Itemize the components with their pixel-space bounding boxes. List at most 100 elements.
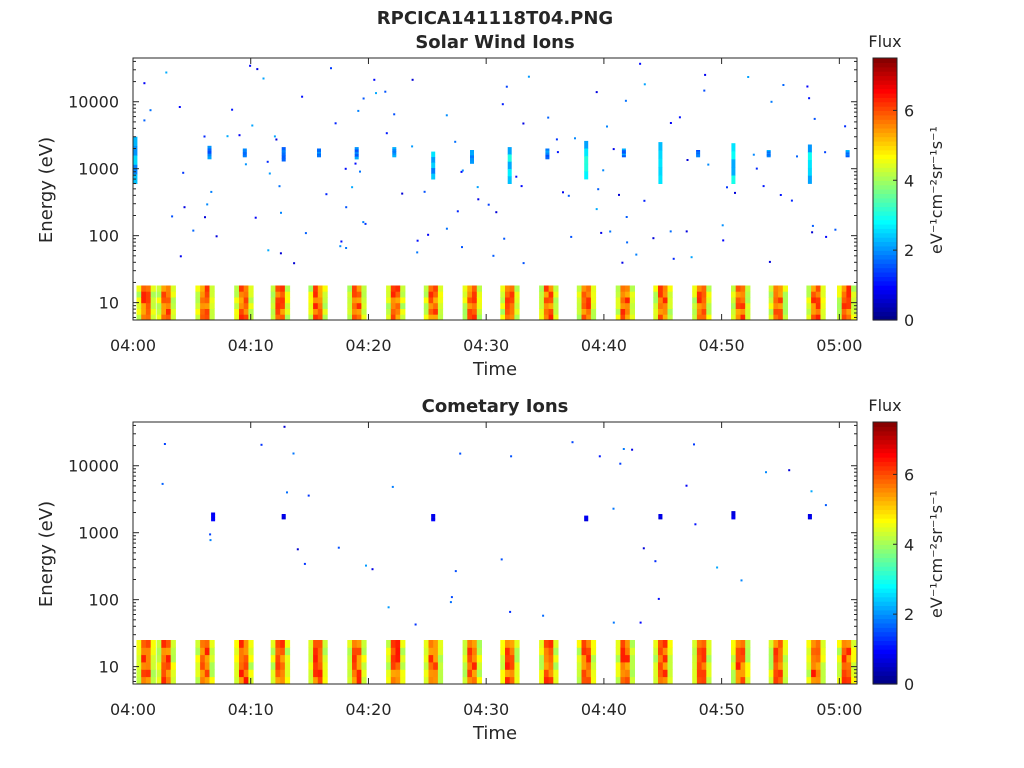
flux-cell bbox=[239, 669, 245, 678]
flux-point bbox=[256, 68, 259, 71]
flux-cell bbox=[806, 297, 812, 304]
flux-cell bbox=[150, 314, 156, 321]
flux-cell bbox=[778, 647, 784, 656]
flux-point bbox=[752, 153, 755, 156]
flux-cell bbox=[658, 314, 664, 321]
colorbar-segment bbox=[873, 206, 897, 212]
colorbar-segment bbox=[873, 583, 897, 589]
flux-point bbox=[476, 186, 479, 189]
flux-point bbox=[509, 610, 512, 613]
flux-cell bbox=[696, 647, 703, 656]
colorbar-segment bbox=[873, 574, 897, 580]
flux-point bbox=[279, 252, 282, 255]
flux-cell bbox=[553, 654, 559, 663]
flux-point bbox=[460, 170, 463, 173]
flux-cell bbox=[543, 662, 550, 670]
flux-cell bbox=[692, 302, 698, 309]
flux-cell bbox=[841, 302, 847, 309]
flux-cell bbox=[395, 297, 401, 304]
flux-cell bbox=[150, 297, 156, 304]
flux-cell bbox=[423, 647, 429, 656]
flux-cell bbox=[740, 654, 746, 663]
flux-cell bbox=[275, 640, 281, 648]
flux-cell bbox=[514, 285, 520, 292]
colorbar-tick-label: 2 bbox=[904, 605, 914, 624]
flux-point bbox=[280, 211, 282, 214]
flux-cell bbox=[437, 314, 444, 321]
flux-cell bbox=[280, 676, 286, 685]
flux-cell bbox=[280, 662, 286, 670]
flux-cell bbox=[514, 647, 520, 656]
flux-point bbox=[669, 230, 672, 233]
flux-cell bbox=[851, 291, 857, 298]
flux-point bbox=[598, 455, 601, 458]
flux-cell bbox=[590, 308, 597, 315]
flux-cell bbox=[590, 654, 597, 663]
colorbar-segment bbox=[873, 679, 897, 685]
flux-cell bbox=[433, 297, 439, 304]
flux-cell bbox=[620, 302, 626, 309]
x-tick-label: 04:10 bbox=[228, 700, 274, 719]
flux-cell bbox=[423, 302, 429, 309]
flux-cell bbox=[270, 647, 276, 656]
flux-cell bbox=[156, 297, 162, 304]
flux-burst bbox=[354, 149, 359, 153]
colorbar-segment bbox=[873, 127, 897, 133]
flux-point bbox=[686, 159, 689, 161]
colorbar-segment bbox=[873, 210, 897, 216]
flux-point bbox=[643, 199, 646, 202]
flux-cell bbox=[275, 669, 281, 678]
flux-cell bbox=[200, 297, 206, 304]
flux-cell bbox=[156, 676, 162, 685]
flux-point bbox=[209, 533, 212, 536]
x-tick-label: 04:40 bbox=[581, 336, 627, 355]
flux-point bbox=[209, 539, 212, 542]
flux-cell bbox=[815, 302, 821, 309]
flux-cell bbox=[275, 662, 281, 670]
flux-cell bbox=[234, 297, 240, 304]
flux-point bbox=[811, 224, 814, 227]
flux-cell bbox=[514, 676, 520, 685]
flux-cell bbox=[581, 640, 587, 648]
flux-cell bbox=[820, 662, 826, 670]
colorbar-segment bbox=[873, 293, 897, 299]
flux-cell bbox=[209, 308, 215, 315]
flux-burst bbox=[621, 153, 626, 156]
flux-cell bbox=[509, 302, 515, 309]
flux-point bbox=[231, 108, 234, 111]
flux-cell bbox=[586, 662, 592, 670]
colorbar-segment bbox=[873, 232, 897, 238]
flux-cell bbox=[476, 654, 482, 663]
flux-burst bbox=[766, 154, 771, 156]
flux-cell bbox=[195, 308, 201, 315]
flux-cell bbox=[514, 302, 520, 309]
flux-cell bbox=[625, 297, 631, 304]
flux-burst bbox=[807, 517, 812, 519]
flux-cell bbox=[553, 640, 559, 648]
flux-cell bbox=[500, 662, 506, 670]
flux-cell bbox=[386, 669, 392, 678]
flux-cell bbox=[356, 297, 362, 304]
flux-cell bbox=[590, 669, 597, 678]
flux-cell bbox=[136, 291, 142, 298]
flux-point bbox=[387, 606, 390, 609]
flux-cell bbox=[308, 314, 314, 321]
flux-cell bbox=[472, 654, 478, 663]
flux-cell bbox=[161, 640, 167, 648]
flux-cell bbox=[768, 654, 774, 663]
flux-cell bbox=[548, 669, 554, 678]
flux-cell bbox=[846, 654, 852, 663]
flux-cell bbox=[815, 676, 821, 685]
flux-cell bbox=[390, 291, 396, 298]
colorbar-segment bbox=[873, 570, 897, 576]
flux-cell bbox=[204, 302, 210, 309]
flux-cell bbox=[701, 669, 707, 678]
flux-cell bbox=[745, 291, 751, 298]
flux-cell bbox=[209, 285, 215, 292]
flux-cell bbox=[467, 302, 473, 309]
flux-cell bbox=[313, 669, 319, 678]
flux-cell bbox=[204, 285, 210, 292]
colorbar-segment bbox=[873, 483, 897, 489]
flux-point bbox=[635, 253, 638, 256]
flux-cell bbox=[313, 291, 319, 298]
